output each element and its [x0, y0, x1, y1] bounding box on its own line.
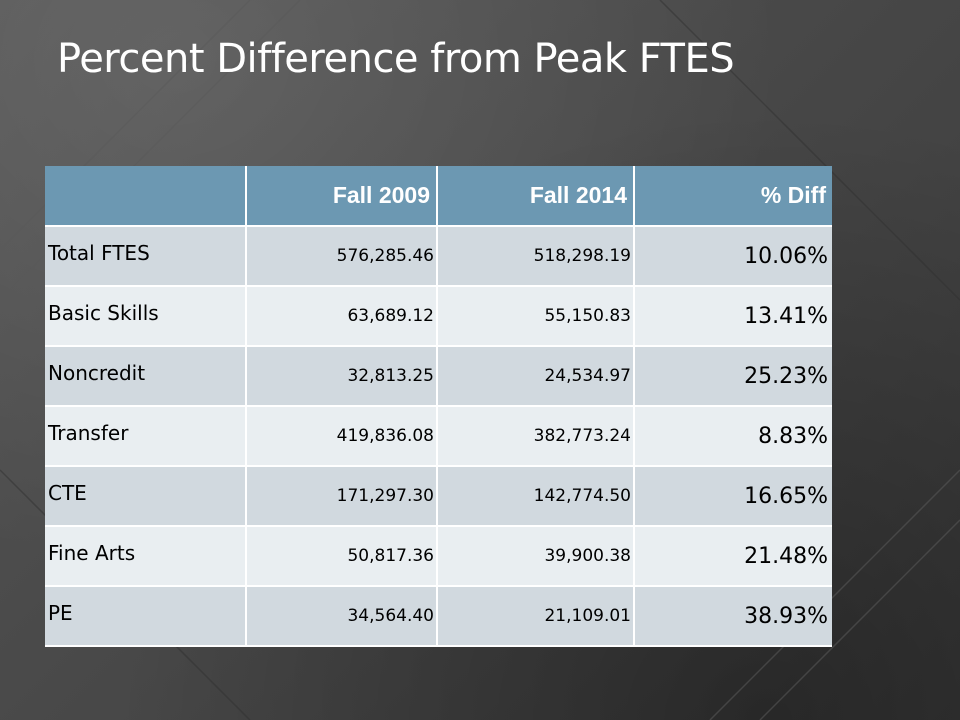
fall-2014-value: 39,900.38 [437, 526, 635, 587]
header-cell-fall-2014: Fall 2014 [437, 166, 635, 227]
fall-2009-value: 34,564.40 [246, 586, 438, 647]
pct-diff-value: 13.41% [634, 286, 832, 347]
slide-title: Percent Difference from Peak FTES [57, 36, 735, 82]
fall-2014-value: 55,150.83 [437, 286, 635, 347]
pct-diff-value: 16.65% [634, 466, 832, 527]
row-label: PE [45, 586, 247, 647]
fall-2014-value: 21,109.01 [437, 586, 635, 647]
row-label: CTE [45, 466, 247, 527]
header-cell-pct-diff: % Diff [634, 166, 832, 227]
fall-2009-value: 50,817.36 [246, 526, 438, 587]
pct-diff-value: 25.23% [634, 346, 832, 407]
table-row: Noncredit 32,813.25 24,534.97 25.23% [45, 346, 832, 407]
row-label: Noncredit [45, 346, 247, 407]
table-row: Basic Skills 63,689.12 55,150.83 13.41% [45, 286, 832, 347]
ftes-table: Fall 2009 Fall 2014 % Diff Total FTES 57… [45, 166, 832, 647]
row-label: Total FTES [45, 226, 247, 287]
header-cell-fall-2009: Fall 2009 [246, 166, 438, 227]
pct-diff-value: 21.48% [634, 526, 832, 587]
pct-diff-value: 10.06% [634, 226, 832, 287]
row-label: Fine Arts [45, 526, 247, 587]
row-label: Transfer [45, 406, 247, 467]
fall-2014-value: 24,534.97 [437, 346, 635, 407]
header-row: Fall 2009 Fall 2014 % Diff [45, 166, 832, 227]
fall-2009-value: 63,689.12 [246, 286, 438, 347]
pct-diff-value: 8.83% [634, 406, 832, 467]
fall-2014-value: 142,774.50 [437, 466, 635, 527]
table-row: Fine Arts 50,817.36 39,900.38 21.48% [45, 526, 832, 587]
row-label: Basic Skills [45, 286, 247, 347]
fall-2009-value: 171,297.30 [246, 466, 438, 527]
table-row: PE 34,564.40 21,109.01 38.93% [45, 586, 832, 647]
table-row: Transfer 419,836.08 382,773.24 8.83% [45, 406, 832, 467]
table-row: Total FTES 576,285.46 518,298.19 10.06% [45, 226, 832, 287]
fall-2009-value: 32,813.25 [246, 346, 438, 407]
fall-2009-value: 576,285.46 [246, 226, 438, 287]
fall-2009-value: 419,836.08 [246, 406, 438, 467]
fall-2014-value: 382,773.24 [437, 406, 635, 467]
header-cell-blank [45, 166, 247, 227]
fall-2014-value: 518,298.19 [437, 226, 635, 287]
table-row: CTE 171,297.30 142,774.50 16.65% [45, 466, 832, 527]
pct-diff-value: 38.93% [634, 586, 832, 647]
